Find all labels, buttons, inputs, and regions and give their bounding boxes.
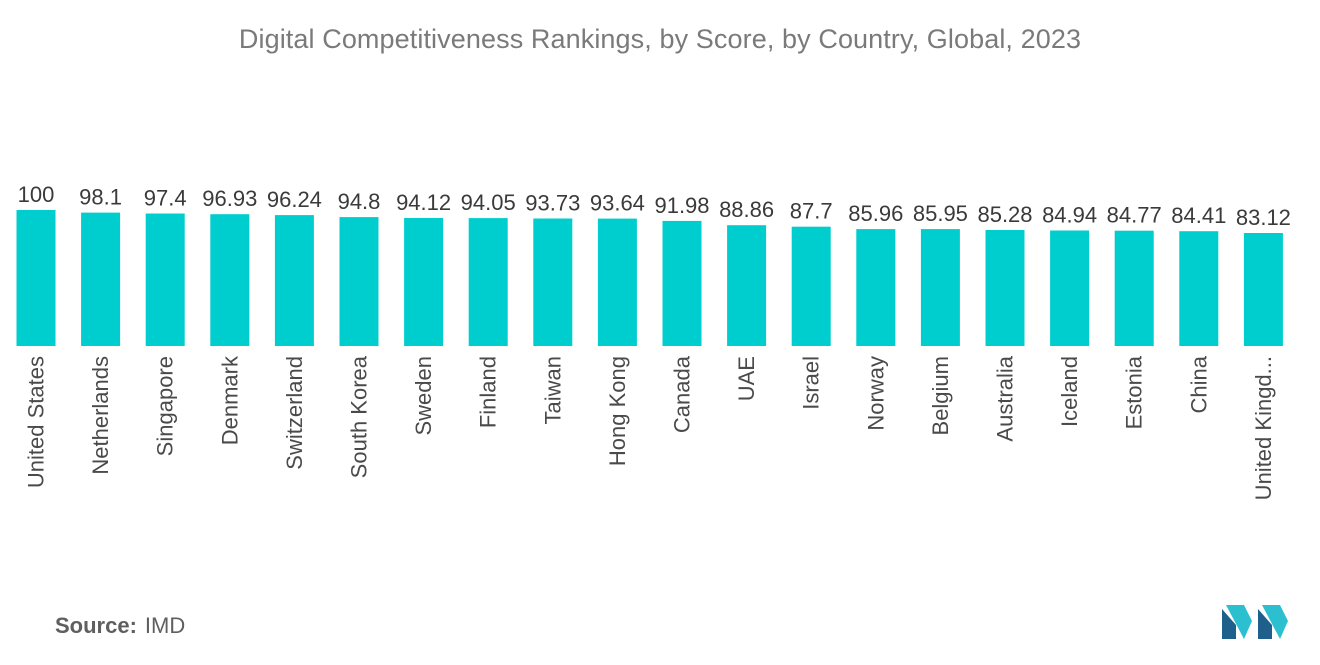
category-label: South Korea [347,355,372,478]
category-label: China [1186,355,1211,413]
category-label: Sweden [411,356,436,436]
category-label: Israel [799,356,824,410]
value-label: 94.05 [461,190,516,215]
category-label: Canada [670,355,695,433]
bar [1050,230,1090,346]
source-label: Source: [55,613,137,638]
value-label: 85.96 [848,201,903,226]
value-label: 100 [18,182,55,207]
category-label: Taiwan [540,356,565,424]
value-label: 98.1 [79,185,122,210]
logo-shape-left [1222,609,1236,639]
value-label: 84.77 [1107,203,1162,228]
value-label: 87.7 [790,199,833,224]
mordor-intelligence-logo [1222,605,1288,639]
bar [81,212,121,346]
bar [727,225,767,346]
category-label: United Kingd... [1251,356,1276,500]
bar [16,210,56,346]
value-label: 94.8 [338,189,381,214]
category-label: Belgium [928,356,953,435]
category-label: Finland [476,356,501,428]
category-label: UAE [734,356,759,401]
logo-shape-right [1262,605,1288,639]
value-label: 83.12 [1236,205,1291,230]
source-value: IMD [144,613,186,638]
value-label: 84.41 [1171,203,1226,228]
bar [404,218,444,346]
bar [920,229,960,346]
category-label: Hong Kong [605,356,630,466]
logo-shape-mid-right [1258,609,1272,639]
bar [856,229,896,346]
category-label: Norway [863,356,888,431]
bar [145,213,185,346]
bar [597,218,637,346]
value-label: 97.4 [144,186,187,211]
category-label: Denmark [217,355,242,445]
bar [1114,230,1154,346]
bar [985,230,1025,346]
category-label: Estonia [1122,355,1147,429]
bar [791,226,831,346]
value-label: 96.93 [202,186,257,211]
category-label: Singapore [153,356,178,456]
category-label: Netherlands [88,356,113,475]
value-label: 93.64 [590,191,645,216]
bar [339,217,379,346]
value-label: 96.24 [267,187,322,212]
bar [662,220,702,346]
bar [533,218,573,346]
value-label: 84.94 [1042,203,1097,228]
value-label: 85.95 [913,201,968,226]
bar [1243,233,1283,346]
category-label: Iceland [1057,356,1082,427]
category-label: Australia [993,355,1018,441]
bar [468,218,508,346]
logo-shape-mid-left [1226,605,1252,639]
value-label: 93.73 [525,191,580,216]
category-label: United States [24,356,49,488]
bar [1179,231,1219,346]
value-label: 88.86 [719,197,774,222]
bar-chart: 100 United States 98.1 Netherlands 97.4 Singa… [16,182,1291,500]
chart-title: Digital Competitiveness Rankings, by Sco… [238,24,1082,54]
value-label: 85.28 [977,202,1032,227]
source-note: Source: IMD [55,613,185,639]
bar [210,214,250,346]
value-label: 94.12 [396,190,451,215]
bar [274,215,314,346]
value-label: 91.98 [654,193,709,218]
category-label: Switzerland [282,356,307,470]
